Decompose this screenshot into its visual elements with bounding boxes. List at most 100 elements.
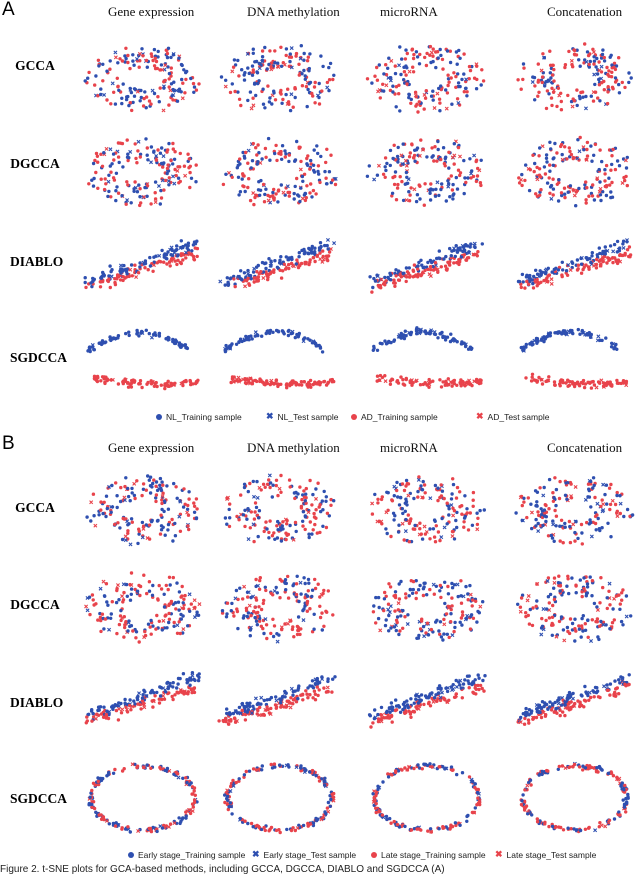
training-sample-point [133, 142, 137, 146]
training-sample-point [188, 185, 192, 190]
legend-label: Late stage_Test sample [506, 849, 597, 860]
training-sample-point [575, 258, 580, 262]
training-sample-point [388, 148, 393, 153]
training-sample-point [175, 581, 179, 585]
training-sample-point [259, 270, 263, 274]
training-sample-point [274, 483, 278, 488]
row-label-sgdcca: SGDCCA [10, 350, 68, 365]
training-sample-point [417, 62, 422, 66]
training-sample-point [417, 633, 421, 638]
training-sample-point [565, 584, 569, 588]
training-sample-point [125, 138, 129, 142]
training-sample-point [264, 588, 268, 593]
training-sample-point [548, 592, 553, 597]
training-sample-point [270, 270, 274, 274]
training-sample-point [300, 84, 305, 88]
training-sample-point [144, 328, 148, 332]
training-sample-point [96, 779, 100, 784]
training-sample-point [313, 246, 317, 250]
training-sample-point [126, 531, 130, 535]
training-sample-point [618, 494, 622, 498]
training-sample-point [278, 763, 282, 767]
training-sample-point [426, 260, 430, 265]
test-sample-point [379, 519, 384, 524]
training-sample-point [175, 254, 180, 258]
training-sample-point [613, 80, 618, 84]
training-sample-point [595, 257, 599, 262]
training-sample-point [166, 507, 171, 511]
test-sample-point [541, 493, 546, 498]
training-sample-point [251, 704, 255, 708]
training-sample-point [269, 762, 273, 767]
test-sample-point [597, 189, 602, 194]
training-sample-point [187, 490, 191, 494]
test-sample-point [399, 335, 404, 340]
training-sample-point [149, 202, 153, 206]
training-sample-point [145, 763, 149, 767]
training-sample-point [563, 713, 567, 718]
training-sample-point [129, 708, 133, 712]
training-sample-point [451, 477, 455, 481]
training-sample-point [101, 815, 106, 819]
training-sample-point [185, 69, 189, 74]
training-sample-point [388, 88, 393, 93]
training-sample-point [559, 615, 564, 619]
test-sample-point [282, 62, 287, 67]
training-sample-point [469, 242, 473, 246]
training-sample-point [374, 621, 378, 625]
training-sample-point [240, 177, 244, 181]
training-sample-point [595, 617, 600, 621]
training-sample-point [133, 263, 137, 267]
training-sample-point [459, 384, 463, 388]
training-sample-point [263, 485, 267, 489]
training-sample-point [266, 136, 271, 141]
training-sample-point [124, 269, 129, 274]
training-sample-point [421, 496, 425, 500]
training-sample-point [439, 385, 444, 389]
training-sample-point [557, 496, 562, 501]
training-sample-point [424, 63, 429, 68]
training-sample-point [591, 486, 595, 490]
training-sample-point [617, 91, 622, 95]
training-sample-point [591, 476, 596, 480]
training-sample-point [618, 607, 622, 611]
training-sample-point [581, 629, 585, 633]
training-sample-point [223, 800, 227, 805]
training-sample-point [463, 678, 467, 682]
test-sample-point [93, 523, 98, 528]
training-sample-point [247, 769, 252, 773]
training-sample-point [418, 383, 423, 387]
training-sample-point [296, 615, 301, 619]
training-sample-point [245, 701, 249, 705]
training-sample-point [475, 254, 479, 258]
training-sample-point [602, 59, 607, 63]
training-sample-point [404, 592, 408, 596]
training-sample-point [169, 158, 173, 163]
test-sample-point [549, 277, 554, 282]
training-sample-point [139, 95, 143, 100]
test-sample-point [535, 177, 540, 182]
training-sample-point [301, 698, 305, 702]
training-sample-point [604, 163, 609, 168]
training-sample-point [271, 330, 275, 334]
test-sample-point [623, 158, 628, 163]
training-sample-point [172, 620, 176, 625]
training-sample-point [367, 713, 372, 717]
training-sample-point [188, 164, 192, 168]
training-sample-point [375, 379, 379, 383]
training-sample-point [617, 678, 621, 682]
training-sample-point [301, 519, 305, 523]
training-sample-point [454, 175, 458, 180]
training-sample-point [249, 510, 253, 514]
legend-label: NL_Test sample [277, 411, 339, 422]
training-sample-point [416, 110, 420, 114]
training-sample-point [618, 511, 622, 516]
training-sample-point [585, 585, 590, 589]
training-sample-point [184, 776, 188, 780]
training-sample-point [615, 159, 620, 163]
training-sample-point [605, 101, 610, 106]
training-sample-point [559, 518, 564, 522]
test-sample-point [551, 522, 556, 527]
training-sample-point [105, 600, 109, 604]
training-sample-point [586, 635, 590, 639]
